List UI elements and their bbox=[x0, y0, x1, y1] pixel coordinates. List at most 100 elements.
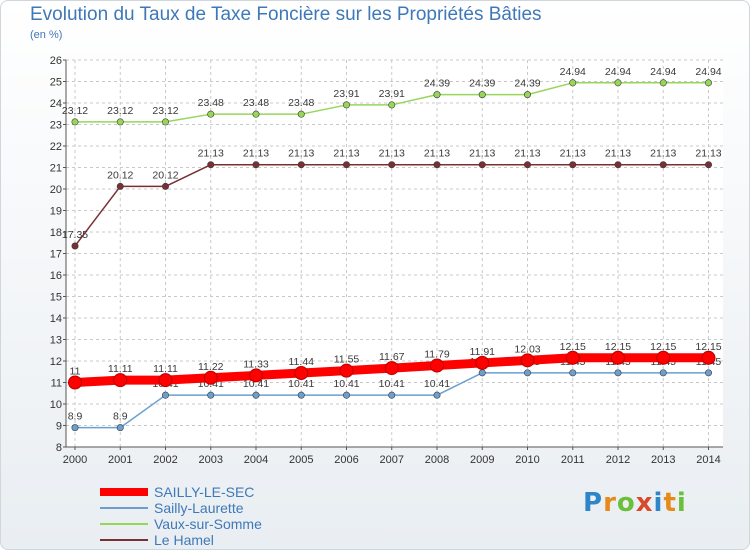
y-tick-label: 16 bbox=[50, 270, 62, 282]
data-label: 21.13 bbox=[605, 148, 631, 160]
data-label: 10.41 bbox=[243, 378, 269, 390]
legend-label: Sailly-Laurette bbox=[154, 500, 244, 516]
data-point bbox=[433, 161, 441, 169]
data-point bbox=[297, 161, 305, 169]
y-tick-label: 14 bbox=[50, 313, 62, 325]
data-label: 21.13 bbox=[243, 148, 269, 160]
data-label: 23.48 bbox=[198, 97, 224, 109]
data-point bbox=[162, 118, 170, 126]
legend-swatch bbox=[100, 507, 148, 509]
data-label: 11.11 bbox=[108, 363, 133, 375]
data-label: 12.15 bbox=[560, 341, 586, 353]
data-label: 24.94 bbox=[605, 66, 631, 78]
data-label: 24.94 bbox=[650, 66, 676, 78]
data-label: 12.03 bbox=[514, 343, 540, 355]
data-label: 11.33 bbox=[243, 358, 269, 370]
data-point bbox=[252, 161, 260, 169]
y-tick-label: 23 bbox=[50, 120, 62, 132]
y-tick-label: 12 bbox=[50, 356, 62, 368]
data-label: 21.13 bbox=[560, 148, 586, 160]
data-point bbox=[71, 424, 79, 432]
x-tick-label: 2013 bbox=[651, 454, 675, 466]
data-point bbox=[478, 369, 486, 377]
data-label: 10.41 bbox=[379, 378, 405, 390]
data-point bbox=[475, 355, 490, 370]
data-point bbox=[388, 161, 396, 169]
data-point bbox=[294, 366, 309, 381]
data-point bbox=[342, 391, 350, 399]
logo-letter: o bbox=[616, 488, 636, 518]
x-tick-label: 2001 bbox=[108, 454, 132, 466]
data-point bbox=[704, 79, 712, 87]
data-label: 24.94 bbox=[695, 66, 721, 78]
data-point bbox=[569, 161, 577, 169]
logo-letter: i bbox=[676, 488, 687, 518]
data-label: 10.41 bbox=[333, 378, 359, 390]
logo-letter: r bbox=[603, 488, 617, 518]
x-tick-label: 2004 bbox=[244, 454, 268, 466]
data-label: 20.12 bbox=[152, 169, 178, 181]
data-point bbox=[162, 182, 170, 190]
legend-item-sailly-le-sec: SAILLY-LE-SEC bbox=[100, 484, 262, 500]
y-unit-label: (en %) bbox=[30, 29, 63, 41]
data-point bbox=[701, 350, 716, 365]
data-point bbox=[614, 79, 622, 87]
data-label: 11.22 bbox=[198, 361, 224, 373]
data-point bbox=[116, 424, 124, 432]
y-tick-label: 9 bbox=[56, 421, 62, 433]
data-label: 20.12 bbox=[107, 169, 133, 181]
y-tick-label: 20 bbox=[50, 184, 62, 196]
x-tick-label: 2008 bbox=[425, 454, 449, 466]
legend-item-vaux-sur-somme: Vaux-sur-Somme bbox=[100, 516, 262, 532]
legend-label: Le Hamel bbox=[154, 532, 214, 548]
data-point bbox=[339, 363, 354, 378]
data-label: 11.91 bbox=[470, 346, 496, 358]
legend-swatch bbox=[100, 488, 148, 496]
x-tick-label: 2000 bbox=[63, 454, 87, 466]
data-point bbox=[569, 369, 577, 377]
data-label: 21.13 bbox=[198, 148, 224, 160]
data-point bbox=[203, 370, 218, 385]
data-point bbox=[207, 161, 215, 169]
data-label: 21.13 bbox=[514, 148, 540, 160]
data-label: 21.13 bbox=[469, 148, 495, 160]
logo-letter: i bbox=[653, 488, 664, 518]
y-tick-label: 13 bbox=[50, 335, 62, 347]
x-tick-label: 2011 bbox=[561, 454, 585, 466]
legend-item-le-hamel: Le Hamel bbox=[100, 532, 262, 548]
data-label: 11.79 bbox=[424, 349, 450, 361]
data-point bbox=[116, 182, 124, 190]
data-point bbox=[297, 110, 305, 118]
x-tick-label: 2007 bbox=[380, 454, 404, 466]
data-point bbox=[614, 161, 622, 169]
y-tick-label: 8 bbox=[56, 442, 62, 454]
data-label: 12.15 bbox=[650, 341, 676, 353]
data-point bbox=[252, 391, 260, 399]
data-label: 24.94 bbox=[560, 66, 586, 78]
logo-letter: P bbox=[583, 488, 604, 518]
data-label: 23.91 bbox=[379, 88, 405, 100]
data-point bbox=[656, 350, 671, 365]
data-label: 21.13 bbox=[333, 148, 359, 160]
data-label: 12.15 bbox=[695, 341, 721, 353]
data-point bbox=[569, 79, 577, 87]
x-tick-label: 2005 bbox=[289, 454, 313, 466]
x-tick-label: 2012 bbox=[606, 454, 630, 466]
data-label: 21.13 bbox=[379, 148, 405, 160]
proxiti-logo: Proxiti bbox=[583, 488, 687, 518]
data-point bbox=[614, 369, 622, 377]
y-tick-label: 15 bbox=[50, 292, 62, 304]
data-point bbox=[478, 91, 486, 99]
data-label: 11.11 bbox=[153, 363, 178, 375]
data-label: 21.13 bbox=[650, 148, 676, 160]
data-point bbox=[384, 361, 399, 376]
data-label: 10.41 bbox=[288, 378, 314, 390]
data-point bbox=[611, 350, 625, 365]
legend: SAILLY-LE-SEC Sailly-Laurette Vaux-sur-S… bbox=[100, 484, 262, 548]
data-point bbox=[520, 353, 535, 368]
data-point bbox=[433, 391, 441, 399]
data-point bbox=[113, 373, 128, 388]
data-label: 10.41 bbox=[424, 378, 450, 390]
x-tick-label: 2003 bbox=[199, 454, 223, 466]
legend-swatch bbox=[100, 523, 148, 525]
